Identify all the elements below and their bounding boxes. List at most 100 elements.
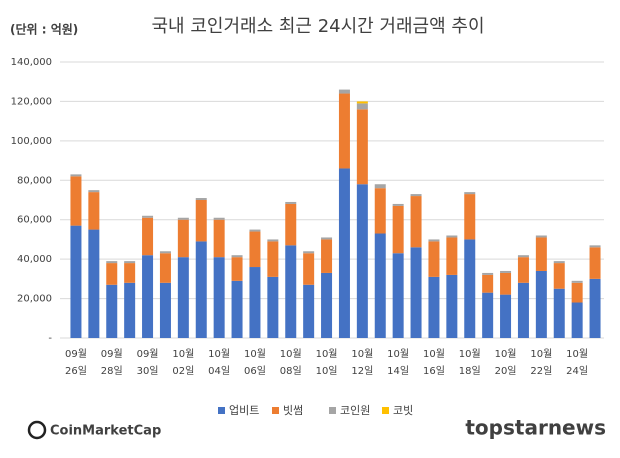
bar-segment [535,235,547,238]
bar-segment [517,257,529,283]
bar-segment [159,251,171,254]
bar-segment [356,101,368,104]
bar-segment [571,280,583,283]
bar-segment [195,241,207,338]
bar-segment [142,255,154,338]
bar-segment [464,192,476,195]
bar-segment [356,109,368,185]
bar-segment [177,219,189,258]
bar-segment [142,217,154,256]
bar-segment [267,239,279,242]
bar-segment [285,201,297,204]
x-tick-label: 10월 08일 [279,349,302,377]
bar-segment [249,229,261,232]
bar-segment [177,217,189,220]
chart-title: 국내 코인거래소 최근 24시간 거래금액 추이 [151,16,484,37]
bar-segment [428,239,440,242]
x-tick-label: 10월 14일 [387,349,410,377]
bar-segment [356,103,368,110]
bar-segment [195,198,207,200]
y-tick-label: 140,000 [11,57,52,68]
legend-label: 코인원 [340,404,370,417]
bar-segment [88,192,100,230]
y-tick-label: 20,000 [17,294,52,305]
x-tick-label: 09월 28일 [100,349,123,377]
x-tick-label: 10월 20일 [494,349,517,377]
legend-label: 업비트 [229,404,259,417]
x-tick-label: 10월 16일 [422,349,445,377]
y-tick-label: 120,000 [11,96,52,107]
bar-segment [374,233,386,338]
bar-segment [500,272,512,295]
bar-segment [338,168,350,338]
bar-segment [195,200,207,242]
bar-segment [231,280,243,338]
bar-segment [285,245,297,338]
y-tick-label: 60,000 [17,215,52,226]
bar-segment [338,89,350,94]
bar-segment [338,93,350,169]
bar-segment [124,261,136,264]
legend-label: 코빗 [393,404,413,417]
bar-segment [88,190,100,193]
bar-segment [446,235,458,238]
bar-segment [142,215,154,218]
bar-segment [321,237,333,240]
bar-segment [267,276,279,338]
bar-segment [589,278,601,338]
x-tick-label: 10월 06일 [243,349,266,377]
bar-segment [70,225,82,338]
bar-segment [106,284,118,338]
y-tick-label: - [48,333,52,344]
y-tick-label: 100,000 [11,136,52,147]
bar-segment [482,292,494,338]
logo-icon [27,420,47,440]
bar-segment [428,276,440,338]
bar-segment [124,282,136,338]
x-tick-label: 10월 18일 [458,349,481,377]
legend-swatch [329,407,336,414]
bar-segment [517,255,529,258]
bar-segment [553,288,565,338]
bar-segment [482,272,494,275]
bar-segment [535,237,547,271]
bar-segment [356,184,368,338]
source: CoinMarketCap [50,424,161,439]
bar-segment [464,239,476,338]
bar-segment [464,194,476,240]
bar-segment [88,229,100,338]
legend-swatch [382,407,389,414]
bar-segment [70,174,82,177]
bar-segment [410,196,422,248]
bar-segment [500,294,512,338]
bar-segment [213,257,225,338]
source-logo: CoinMarketCap [27,420,161,440]
x-tick-label: 10월 02일 [172,349,195,377]
bar-segment [374,184,386,189]
bar-segment [124,263,136,283]
x-tick-label: 09월 26일 [64,349,87,377]
bar-segment [428,241,440,277]
bar-segment [70,176,82,226]
bar-segment [482,274,494,293]
legend-swatch [218,407,225,414]
bar-segment [446,237,458,275]
bar-segment [321,239,333,273]
x-tick-label: 10월 04일 [208,349,231,377]
bar-segment [159,253,171,283]
bar-segment [285,203,297,246]
bar-segment [249,231,261,268]
legend-swatch [272,407,279,414]
bar-segment [553,263,565,289]
bar-segment [374,188,386,234]
bar-segment [571,302,583,338]
bar-segment [392,205,404,254]
bar-segment [159,282,171,338]
bar-segment [517,282,529,338]
bar-segment [231,255,243,258]
watermark: topstarnews [465,416,606,440]
x-tick-label: 10월 24일 [566,349,589,377]
bar-segment [106,261,118,264]
